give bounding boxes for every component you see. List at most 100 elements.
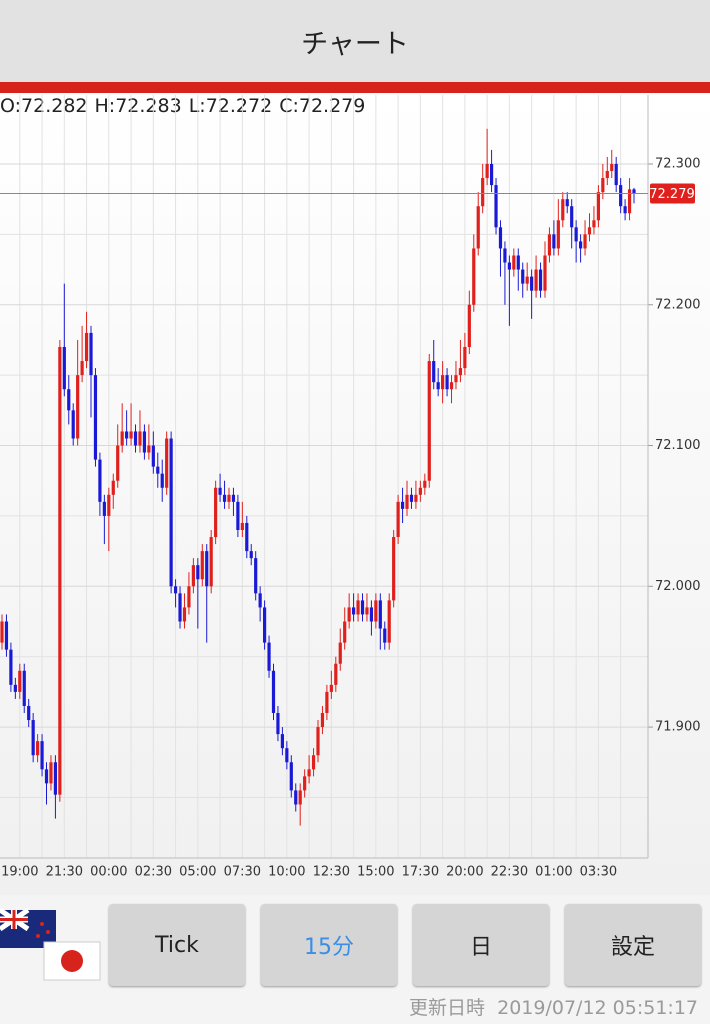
candle-body — [454, 375, 458, 383]
candle-body — [610, 163, 614, 172]
candle-body — [503, 248, 507, 263]
candle-body — [138, 431, 142, 446]
header: チャート — [0, 0, 710, 82]
candle-body — [289, 762, 293, 791]
candle-body — [298, 790, 302, 805]
candle-body — [418, 487, 422, 495]
candle-body — [570, 206, 574, 228]
x-tick-label: 17:30 — [402, 865, 439, 880]
candle-body — [325, 691, 329, 714]
candle-body — [285, 748, 289, 763]
candle-body — [396, 501, 400, 538]
candle-body — [441, 375, 445, 390]
y-tick-label: 72.200 — [655, 297, 701, 312]
candle-body — [178, 593, 182, 622]
candle-body — [40, 741, 44, 770]
candle-body — [601, 178, 605, 193]
candle-body — [93, 375, 98, 460]
candle-body — [614, 163, 618, 186]
candle-body — [619, 185, 623, 207]
candle-body — [18, 670, 22, 692]
candle-body — [200, 551, 204, 580]
candle-body — [392, 537, 396, 601]
candle-body — [245, 522, 249, 552]
candle-body — [276, 713, 280, 735]
update-timestamp: 2019/07/12 05:51:17 — [497, 997, 698, 1019]
x-tick-label: 12:30 — [313, 865, 350, 880]
candle-body — [22, 670, 26, 706]
candle-body — [543, 255, 547, 291]
last-price-box — [650, 183, 695, 204]
y-tick-label: 71.900 — [655, 720, 701, 735]
candle-body — [89, 332, 93, 376]
candle-body — [58, 346, 62, 795]
candle-body — [187, 586, 191, 608]
candle-body — [303, 776, 307, 791]
candle-body — [27, 705, 31, 721]
candle-body — [521, 269, 525, 284]
candle-body — [507, 262, 511, 270]
candle-body — [102, 501, 106, 516]
ohlc-key: C: — [279, 95, 299, 117]
candle-body — [538, 269, 543, 291]
x-tick-label: 15:00 — [357, 865, 394, 880]
x-tick-label: 02:30 — [135, 865, 172, 880]
candle-body — [400, 501, 405, 509]
candle-body — [374, 600, 378, 622]
candle-body — [583, 234, 587, 249]
candle-body — [169, 438, 173, 587]
candle-body — [587, 227, 592, 235]
tick-button[interactable]: Tick — [109, 904, 245, 986]
x-tick-label: 03:30 — [580, 865, 617, 880]
candle-body — [432, 361, 436, 383]
candle-body — [311, 755, 316, 770]
currency-flags — [0, 907, 101, 981]
15min-button[interactable]: 15分 — [261, 904, 397, 986]
candle-body — [9, 649, 13, 685]
candle-body — [334, 663, 338, 685]
candle-body — [596, 192, 600, 221]
x-tick-label: 21:30 — [46, 865, 83, 880]
candle-body — [271, 670, 276, 714]
candle-body — [463, 346, 467, 369]
candle-body — [338, 642, 342, 664]
candle-body — [352, 607, 356, 615]
candle-body — [547, 234, 552, 256]
candle-body — [534, 269, 538, 291]
candle-body — [489, 163, 494, 186]
ohlc-value: 72.272 — [206, 95, 272, 117]
candle-body — [142, 431, 147, 453]
candle-body — [383, 628, 387, 643]
candle-body — [365, 607, 369, 615]
y-tick-label: 72.000 — [655, 579, 701, 594]
ohlc-value: 72.283 — [115, 95, 181, 117]
candle-body — [436, 382, 440, 390]
candle-body — [129, 431, 133, 439]
ohlc-value: 72.282 — [21, 95, 87, 117]
candle-body — [191, 565, 195, 587]
candle-body — [249, 551, 253, 559]
ohlc-key: O: — [0, 95, 21, 117]
y-tick-label: 72.100 — [655, 438, 701, 453]
candle-body — [552, 234, 556, 249]
candle-body — [196, 565, 200, 580]
candle-body — [472, 248, 476, 305]
candle-body — [173, 586, 178, 594]
candle-body — [236, 501, 240, 530]
candle-body — [423, 480, 427, 488]
candle-body — [414, 494, 418, 502]
candle-body — [254, 558, 258, 594]
candle-body — [467, 304, 471, 347]
candle-body — [120, 431, 124, 446]
candle-body — [623, 206, 627, 214]
settings-button[interactable]: 設定 — [565, 904, 701, 986]
chart-background — [0, 93, 710, 895]
candle-body — [605, 171, 609, 179]
day-button[interactable]: 日 — [413, 904, 549, 986]
candle-body — [209, 537, 213, 587]
candle-body — [565, 199, 569, 207]
candle-body — [0, 621, 4, 643]
candle-body — [53, 762, 58, 795]
candle-body — [449, 382, 454, 390]
candle-body — [485, 163, 489, 179]
